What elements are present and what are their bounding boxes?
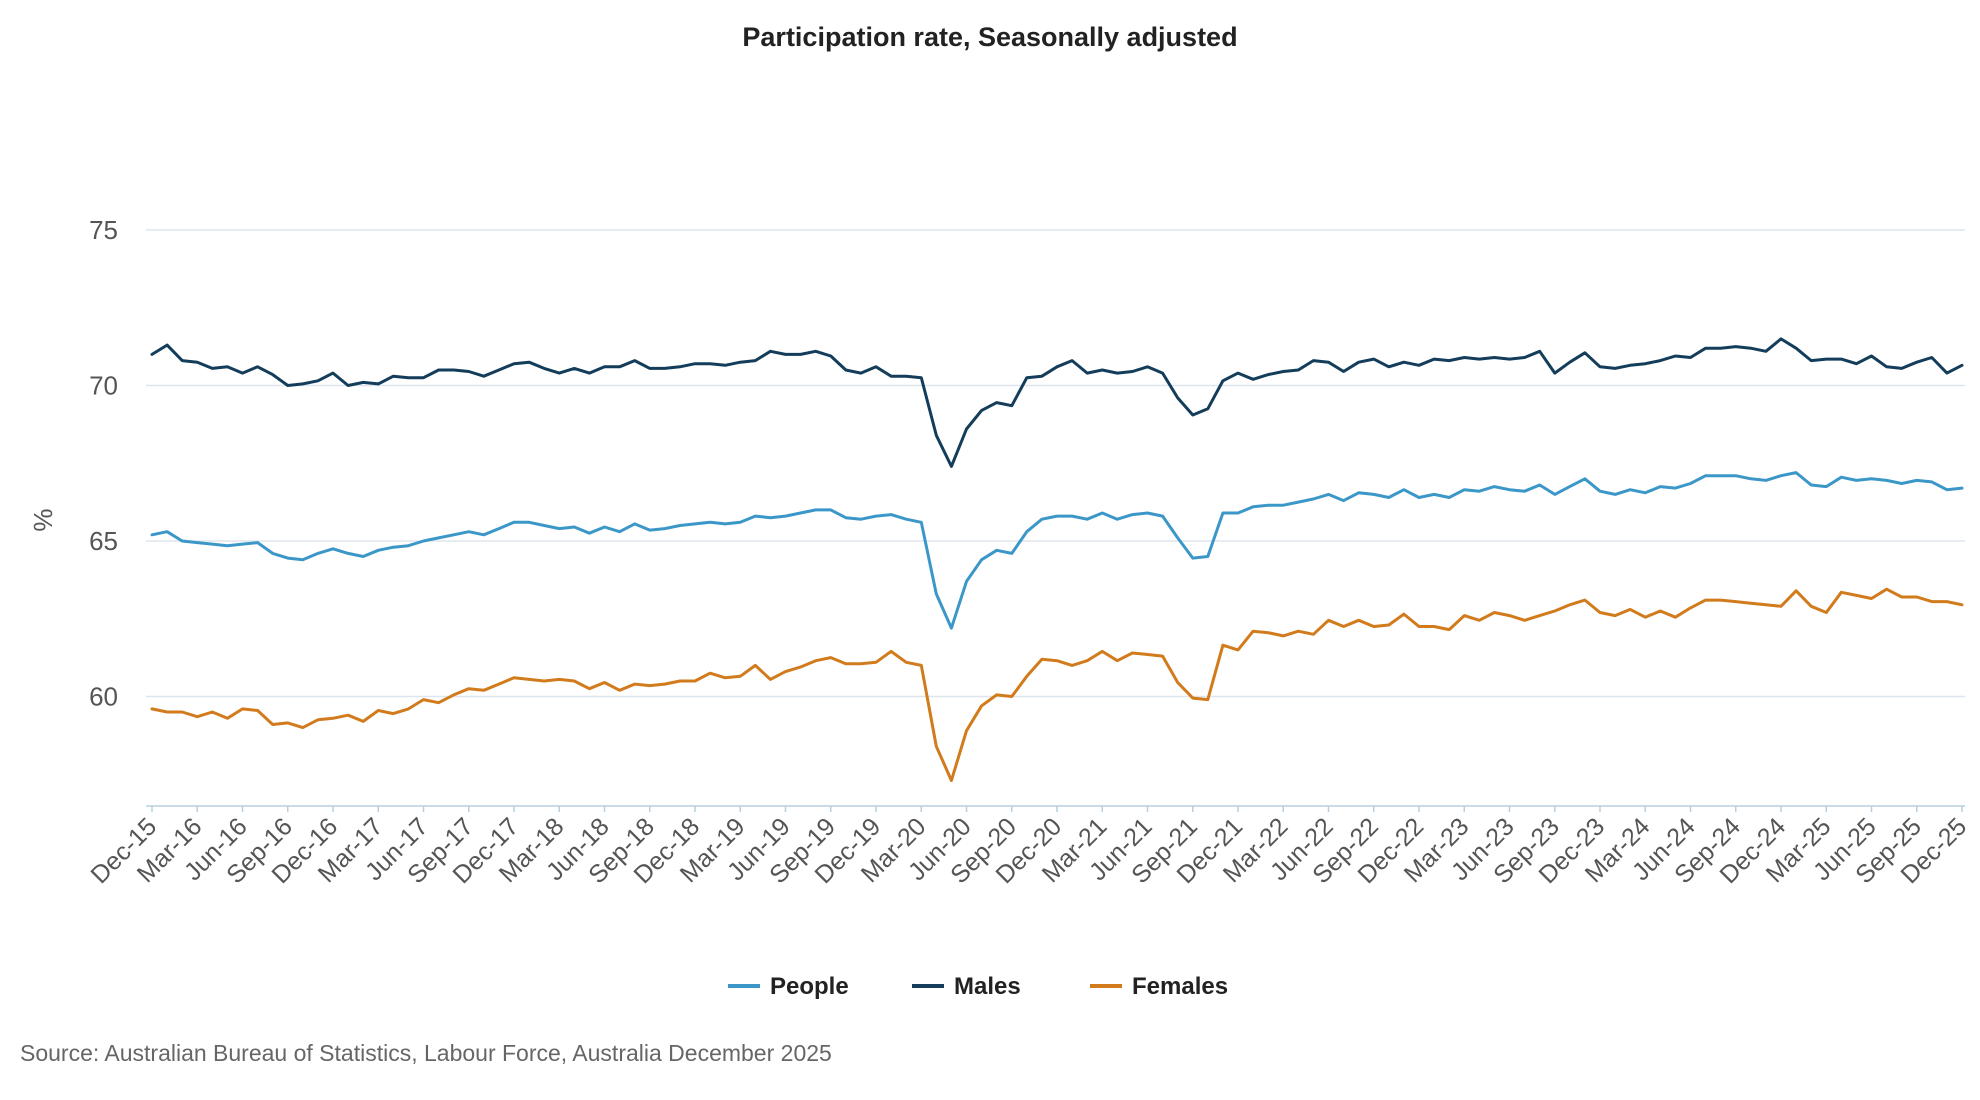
series-line-females <box>150 587 1964 782</box>
y-axis-label: % <box>28 508 58 531</box>
legend-item-males: Males <box>912 973 1021 1000</box>
y-tick-label: 75 <box>89 215 118 245</box>
series-lines <box>150 337 1964 782</box>
legend-label: Males <box>954 973 1021 1000</box>
legend-item-people: People <box>728 973 849 1000</box>
legend-label: People <box>770 973 849 1000</box>
source-note: Source: Australian Bureau of Statistics,… <box>20 1040 832 1066</box>
series-line-males <box>150 337 1964 468</box>
legend: People Males Females <box>728 973 1228 1000</box>
legend-label: Females <box>1132 973 1228 1000</box>
y-tick-label: 60 <box>89 682 118 712</box>
y-tick-label: 65 <box>89 526 118 556</box>
chart-title: Participation rate, Seasonally adjusted <box>742 22 1238 52</box>
y-axis-ticks: 60 65 70 75 <box>89 215 118 712</box>
series-line-people <box>150 471 1964 630</box>
legend-item-females: Females <box>1090 973 1228 1000</box>
gridlines <box>146 229 1965 698</box>
x-axis-ticks: Dec-15Mar-16Jun-16Sep-16Dec-16Mar-17Jun-… <box>85 806 1972 889</box>
y-tick-label: 70 <box>89 371 118 401</box>
